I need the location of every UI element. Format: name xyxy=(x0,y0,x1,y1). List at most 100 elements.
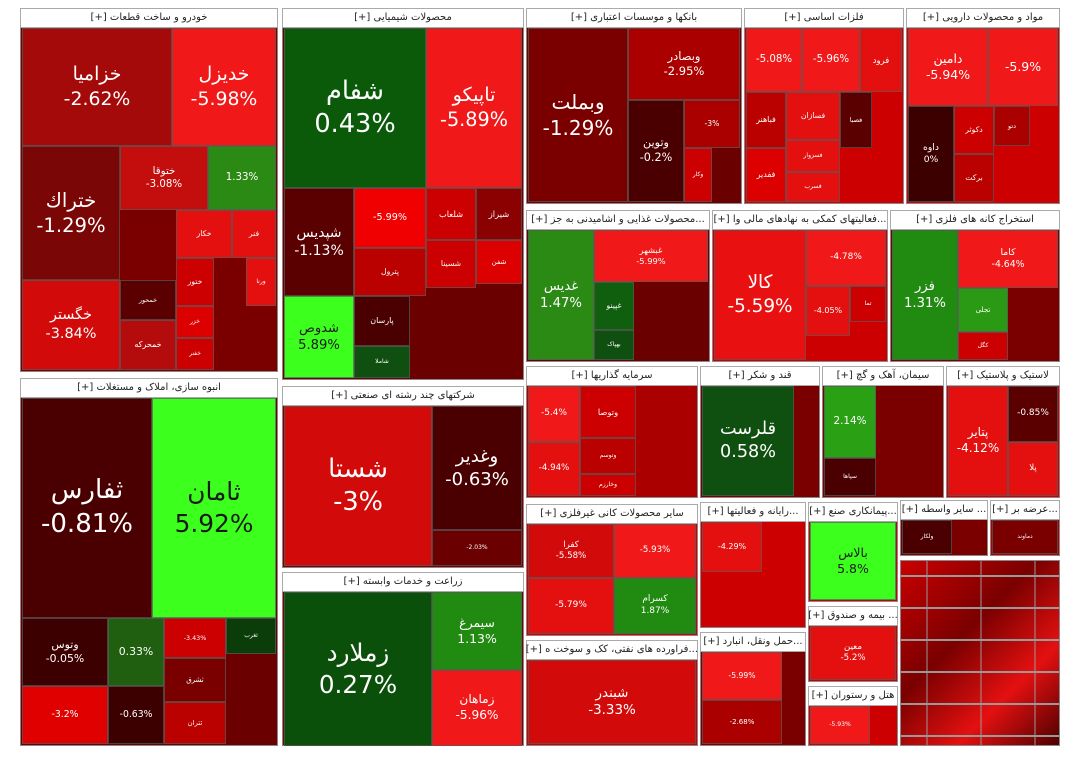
stock-tile[interactable]: کفرا -5.58% xyxy=(528,524,614,578)
stock-tile[interactable]: -5.79% xyxy=(528,578,614,634)
sector-title[interactable]: استخراج کانه های فلزی [+] xyxy=(890,210,1060,230)
stock-tile[interactable]: کالا -5.59% xyxy=(714,230,806,360)
stock-tile[interactable]: ثامان 5.92% xyxy=(152,398,276,618)
stock-tile[interactable]: فنر xyxy=(232,210,276,258)
stock-tile[interactable]: ثفارس -0.81% xyxy=(22,398,152,618)
stock-tile[interactable]: -4.29% xyxy=(702,522,762,572)
stock-tile[interactable]: شپدیس -1.13% xyxy=(284,188,354,296)
stock-tile[interactable]: تجلی xyxy=(958,288,1008,332)
stock-tile[interactable]: کگل xyxy=(958,332,1008,360)
stock-tile[interactable]: شستا -3% xyxy=(284,406,432,566)
sector-title[interactable]: سرمایه گذاریها [+] xyxy=(526,366,698,386)
stock-tile[interactable]: ختوقا -3.08% xyxy=(120,146,208,210)
stock-tile[interactable]: غبشهر -5.99% xyxy=(594,230,708,282)
stock-tile[interactable]: وتوس -0.05% xyxy=(22,618,108,686)
stock-tile[interactable]: -2.68% xyxy=(702,700,782,744)
stock-tile[interactable]: -5.08% xyxy=(746,28,802,92)
stock-tile[interactable]: ثتران xyxy=(164,702,226,744)
sector-title[interactable]: قند و شکر [+] xyxy=(700,366,820,386)
stock-tile[interactable]: شسینا xyxy=(426,240,476,288)
stock-tile[interactable]: وتوین -0.2% xyxy=(628,100,684,202)
stock-tile[interactable]: -5.9% xyxy=(988,28,1058,106)
stock-tile[interactable]: ثشرق xyxy=(164,658,226,702)
stock-tile[interactable]: پلا xyxy=(1008,442,1058,496)
stock-tile[interactable]: خکار xyxy=(176,210,232,258)
sector-title[interactable]: ...فراورده های نفتی، کک و سوخت ه [+] xyxy=(526,640,698,660)
stock-tile[interactable]: 0.33% xyxy=(108,618,164,686)
sector-title[interactable]: ...حمل ونقل، انبارد [+] xyxy=(700,632,806,652)
stock-tile[interactable]: خفنر xyxy=(176,338,214,370)
stock-tile[interactable]: فسازان xyxy=(786,92,840,140)
stock-tile[interactable]: خدیزل -5.98% xyxy=(172,28,276,146)
sector-title[interactable]: خودرو و ساخت قطعات [+] xyxy=(20,8,278,28)
stock-tile[interactable]: وغدیر -0.63% xyxy=(432,406,522,530)
stock-tile[interactable]: -0.63% xyxy=(108,686,164,744)
stock-tile[interactable]: شلعاب xyxy=(426,188,476,240)
sector-title[interactable]: فلزات اساسی [+] xyxy=(744,8,904,28)
stock-tile[interactable]: خزر xyxy=(176,306,214,338)
stock-tile[interactable]: شبندر -3.33% xyxy=(528,660,696,744)
stock-tile[interactable]: خمحور xyxy=(120,280,176,320)
stock-tile[interactable]: فزر 1.31% xyxy=(892,230,958,360)
stock-tile[interactable]: خمحرکه xyxy=(120,320,176,370)
stock-tile[interactable]: غدیس 1.47% xyxy=(528,230,594,360)
sector-title[interactable]: بانکها و موسسات اعتباری [+] xyxy=(526,8,742,28)
stock-tile[interactable]: ختور xyxy=(176,258,214,306)
stock-tile[interactable]: ختراك -1.29% xyxy=(22,146,120,280)
sector-title[interactable]: ... بیمه و صندوق [+] xyxy=(808,606,898,626)
stock-tile[interactable]: فسرب xyxy=(786,172,840,202)
stock-tile[interactable]: فباهنر xyxy=(746,92,786,148)
stock-tile[interactable]: -5.93% xyxy=(614,524,696,578)
sector-title[interactable]: ...محصولات غذایی و اشامیدنی به جز [+] xyxy=(526,210,710,230)
stock-tile[interactable]: سپاها xyxy=(824,458,876,496)
stock-tile[interactable]: -5.93% xyxy=(810,706,870,744)
stock-tile[interactable]: فسزوار xyxy=(786,140,840,172)
stock-tile[interactable]: داوه 0% xyxy=(908,106,954,202)
stock-tile[interactable]: -5.4% xyxy=(528,386,580,442)
stock-tile[interactable]: معین -5.2% xyxy=(810,626,896,680)
sector-title[interactable]: ... سایر واسطه [+] xyxy=(900,500,988,520)
stock-tile[interactable]: -4.05% xyxy=(806,286,850,336)
stock-tile[interactable]: تما xyxy=(850,286,886,322)
sector-title[interactable]: انبوه سازی، املاک و مستغلات [+] xyxy=(20,378,278,398)
stock-tile[interactable]: پترول xyxy=(354,248,426,296)
sector-title[interactable]: هتل و رستوران [+] xyxy=(808,686,898,706)
stock-tile[interactable]: 1.33% xyxy=(208,146,276,210)
stock-tile[interactable]: -3% xyxy=(684,100,740,148)
stock-tile[interactable]: کاما -4.64% xyxy=(958,230,1058,288)
stock-tile[interactable]: خگستر -3.84% xyxy=(22,280,120,370)
stock-tile[interactable]: وکار xyxy=(684,148,712,202)
stock-tile[interactable]: شفام 0.43% xyxy=(284,28,426,188)
stock-tile[interactable]: دامین -5.94% xyxy=(908,28,988,106)
stock-tile[interactable]: تاپیکو -5.89% xyxy=(426,28,522,188)
stock-tile[interactable]: قلرست 0.58% xyxy=(702,386,794,496)
stock-tile[interactable]: دکوثر xyxy=(954,106,994,154)
stock-tile[interactable]: -2.03% xyxy=(432,530,522,566)
stock-tile[interactable]: -4.94% xyxy=(528,442,580,496)
sector-title[interactable]: ...عرضه بر [+] xyxy=(990,500,1060,520)
stock-tile[interactable]: ففدیر xyxy=(746,148,786,202)
stock-tile[interactable]: -0.85% xyxy=(1008,386,1058,442)
stock-tile[interactable]: ورنا xyxy=(246,258,276,306)
sector-title[interactable]: سیمان، آهک و گچ [+] xyxy=(822,366,944,386)
stock-tile[interactable]: -5.99% xyxy=(354,188,426,248)
stock-tile[interactable]: ثغرب xyxy=(226,618,276,654)
sector-title[interactable]: سایر محصولات کانی غیرفلزی [+] xyxy=(526,504,698,524)
sector-title[interactable]: زراعت و خدمات وابسته [+] xyxy=(282,572,524,592)
stock-tile[interactable]: برکت xyxy=(954,154,994,202)
sector-title[interactable]: محصولات شیمیایی [+] xyxy=(282,8,524,28)
sector-title[interactable]: ...فعالیتهای کمکی به نهادهای مالی وا [+] xyxy=(712,210,888,230)
stock-tile[interactable]: -3.2% xyxy=(22,686,108,744)
stock-tile[interactable]: بالاس 5.8% xyxy=(810,522,896,600)
stock-tile[interactable]: ولکار xyxy=(902,520,952,554)
stock-tile[interactable]: خزامیا -2.62% xyxy=(22,28,172,146)
stock-tile[interactable]: وتوسم xyxy=(580,438,636,474)
stock-tile[interactable]: دتو xyxy=(994,106,1030,146)
stock-tile[interactable]: غپینو xyxy=(594,282,634,330)
stock-tile[interactable]: فرود xyxy=(860,28,902,92)
stock-tile[interactable]: -4.78% xyxy=(806,230,886,286)
stock-tile[interactable]: سیمرغ 1.13% xyxy=(432,592,522,670)
stock-tile[interactable]: پارسان xyxy=(354,296,410,346)
stock-tile[interactable]: وبصادر -2.95% xyxy=(628,28,740,100)
stock-tile[interactable]: فصبا xyxy=(840,92,872,148)
